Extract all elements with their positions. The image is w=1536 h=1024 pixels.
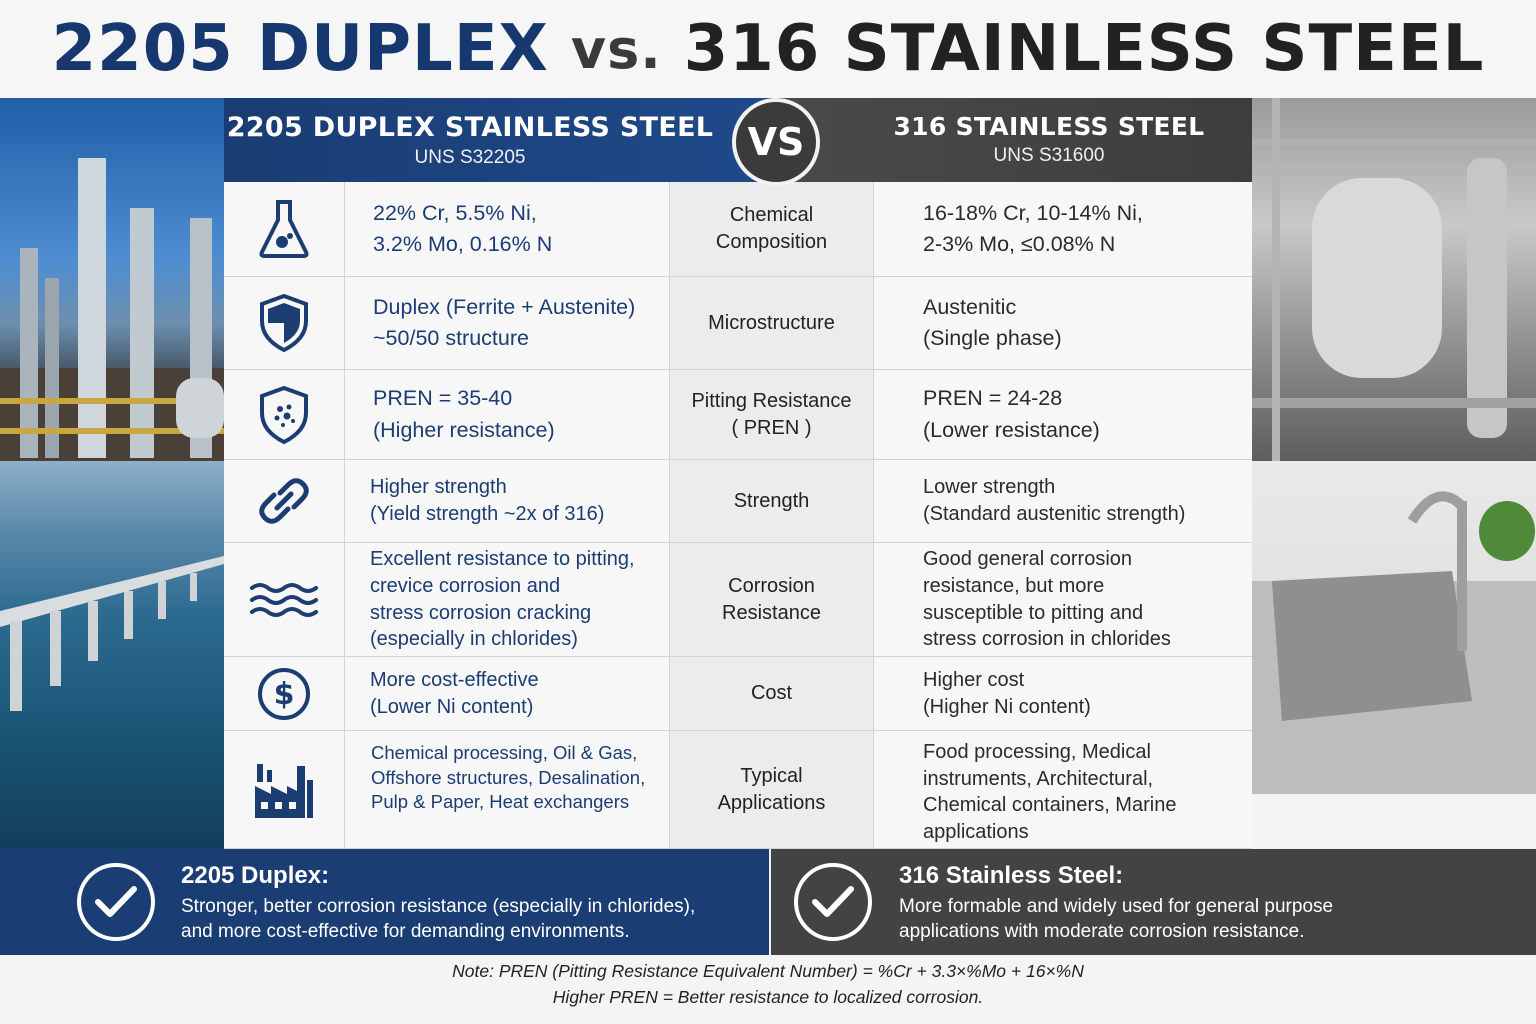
title-316: 316 STAINLESS STEEL <box>683 12 1485 86</box>
bridge-photo <box>0 461 224 849</box>
shield-icon <box>224 277 345 369</box>
table-row: $ More cost-effective (Lower Ni content)… <box>224 657 1252 731</box>
waves-icon <box>224 543 345 656</box>
steel316-header-title: 316 STAINLESS STEEL <box>893 112 1205 141</box>
steel316-cost: Higher cost (Higher Ni content) <box>923 668 1091 718</box>
duplex-pren: PREN = 35-40 (Higher resistance) <box>373 386 555 442</box>
duplex-summary: 2205 Duplex: Stronger, better corrosion … <box>0 849 769 955</box>
steel316-composition: 16-18% Cr, 10-14% Ni, 2-3% Mo, ≤0.08% N <box>923 200 1143 256</box>
duplex-cost: More cost-effective (Lower Ni content) <box>370 668 539 718</box>
steel316-header: 316 STAINLESS STEEL UNS S31600 <box>776 98 1252 182</box>
note-line-2: Higher PREN = Better resistance to local… <box>552 987 984 1008</box>
duplex-applications: Chemical processing, Oil & Gas, Offshore… <box>371 742 646 813</box>
property-corrosion: Corrosion Resistance <box>722 574 821 624</box>
table-row: 22% Cr, 5.5% Ni, 3.2% Mo, 0.16% N Chemic… <box>224 182 1252 277</box>
duplex-microstructure: Duplex (Ferrite + Austenite) ~50/50 stru… <box>373 294 636 350</box>
table-row: Chemical processing, Oil & Gas, Offshore… <box>224 731 1252 849</box>
property-pren: Pitting Resistance ( PREN ) <box>691 389 852 439</box>
table-row: Duplex (Ferrite + Austenite) ~50/50 stru… <box>224 277 1252 370</box>
duplex-summary-title: 2205 Duplex: <box>181 862 330 889</box>
steel316-summary-text: More formable and widely used for genera… <box>899 896 1334 943</box>
pren-note: Note: PREN (Pitting Resistance Equivalen… <box>0 958 1536 1011</box>
checkmark-icon <box>77 863 155 941</box>
table-row: Excellent resistance to pitting, crevice… <box>224 543 1252 657</box>
property-applications: Typical Applications <box>717 764 826 814</box>
steel316-summary-title: 316 Stainless Steel: <box>899 862 1124 889</box>
steel316-applications: Food processing, Medical instruments, Ar… <box>923 741 1177 843</box>
note-label: Note: <box>452 961 494 981</box>
steel316-strength: Lower strength (Standard austenitic stre… <box>923 476 1186 525</box>
sink-photo <box>1252 461 1536 794</box>
duplex-header-title: 2205 DUPLEX STAINLESS STEEL <box>226 112 714 143</box>
vs-badge: VS <box>732 98 820 186</box>
dollar-icon: $ <box>224 657 345 730</box>
flask-icon <box>224 182 345 276</box>
steel316-pren: PREN = 24-28 (Lower resistance) <box>923 386 1100 442</box>
chain-link-icon <box>224 460 345 542</box>
property-strength: Strength <box>733 489 810 512</box>
table-row: PREN = 35-40 (Higher resistance) Pitting… <box>224 370 1252 460</box>
steel316-summary: 316 Stainless Steel: More formable and w… <box>771 849 1536 955</box>
property-composition: Chemical Composition <box>715 204 828 253</box>
title-vs: vs. <box>570 17 662 81</box>
page-title: 2205 DUPLEX vs. 316 STAINLESS STEEL <box>0 0 1536 98</box>
duplex-summary-text: Stronger, better corrosion resistance (e… <box>181 896 696 943</box>
comparison-table: 22% Cr, 5.5% Ni, 3.2% Mo, 0.16% N Chemic… <box>224 182 1252 849</box>
shield-dots-icon <box>224 370 345 459</box>
steel316-corrosion: Good general corrosion resistance, but m… <box>923 548 1171 651</box>
duplex-strength: Higher strength (Yield strength ~2x of 3… <box>370 476 605 525</box>
property-cost: Cost <box>750 682 793 704</box>
steel316-microstructure: Austenitic (Single phase) <box>923 294 1062 350</box>
steel316-header-uns: UNS S31600 <box>993 145 1105 166</box>
stainless-tanks-photo <box>1252 98 1536 461</box>
duplex-composition: 22% Cr, 5.5% Ni, 3.2% Mo, 0.16% N <box>373 200 553 256</box>
checkmark-icon <box>794 863 872 941</box>
duplex-header: 2205 DUPLEX STAINLESS STEEL UNS S32205 <box>224 98 776 182</box>
duplex-corrosion: Excellent resistance to pitting, crevice… <box>370 548 635 651</box>
factory-icon <box>224 731 345 848</box>
note-line-1: PREN (Pitting Resistance Equivalent Numb… <box>493 961 1084 981</box>
table-row: Higher strength (Yield strength ~2x of 3… <box>224 460 1252 543</box>
title-duplex: 2205 DUPLEX <box>51 12 549 86</box>
refinery-photo <box>0 98 224 461</box>
duplex-header-uns: UNS S32205 <box>414 147 526 168</box>
property-microstructure: Microstructure <box>708 311 835 334</box>
svg-text:$: $ <box>274 677 295 712</box>
